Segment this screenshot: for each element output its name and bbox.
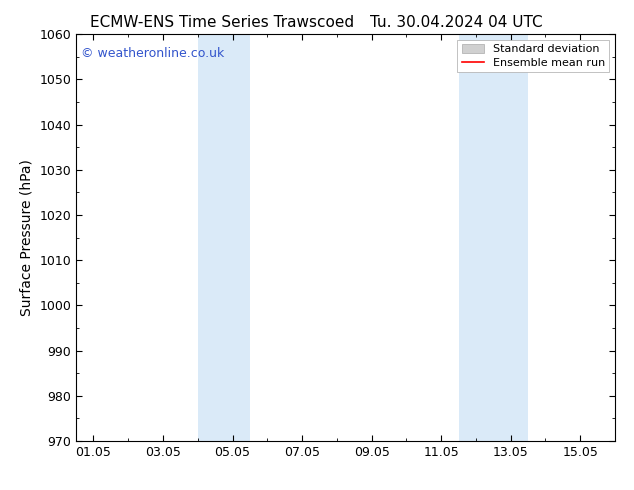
Bar [198, 34, 250, 441]
Text: Tu. 30.04.2024 04 UTC: Tu. 30.04.2024 04 UTC [370, 15, 543, 30]
Y-axis label: Surface Pressure (hPa): Surface Pressure (hPa) [20, 159, 34, 316]
Text: © weatheronline.co.uk: © weatheronline.co.uk [81, 47, 224, 59]
Bar [458, 34, 528, 441]
Legend: Standard deviation, Ensemble mean run: Standard deviation, Ensemble mean run [457, 40, 609, 73]
Text: ECMW-ENS Time Series Trawscoed: ECMW-ENS Time Series Trawscoed [90, 15, 354, 30]
